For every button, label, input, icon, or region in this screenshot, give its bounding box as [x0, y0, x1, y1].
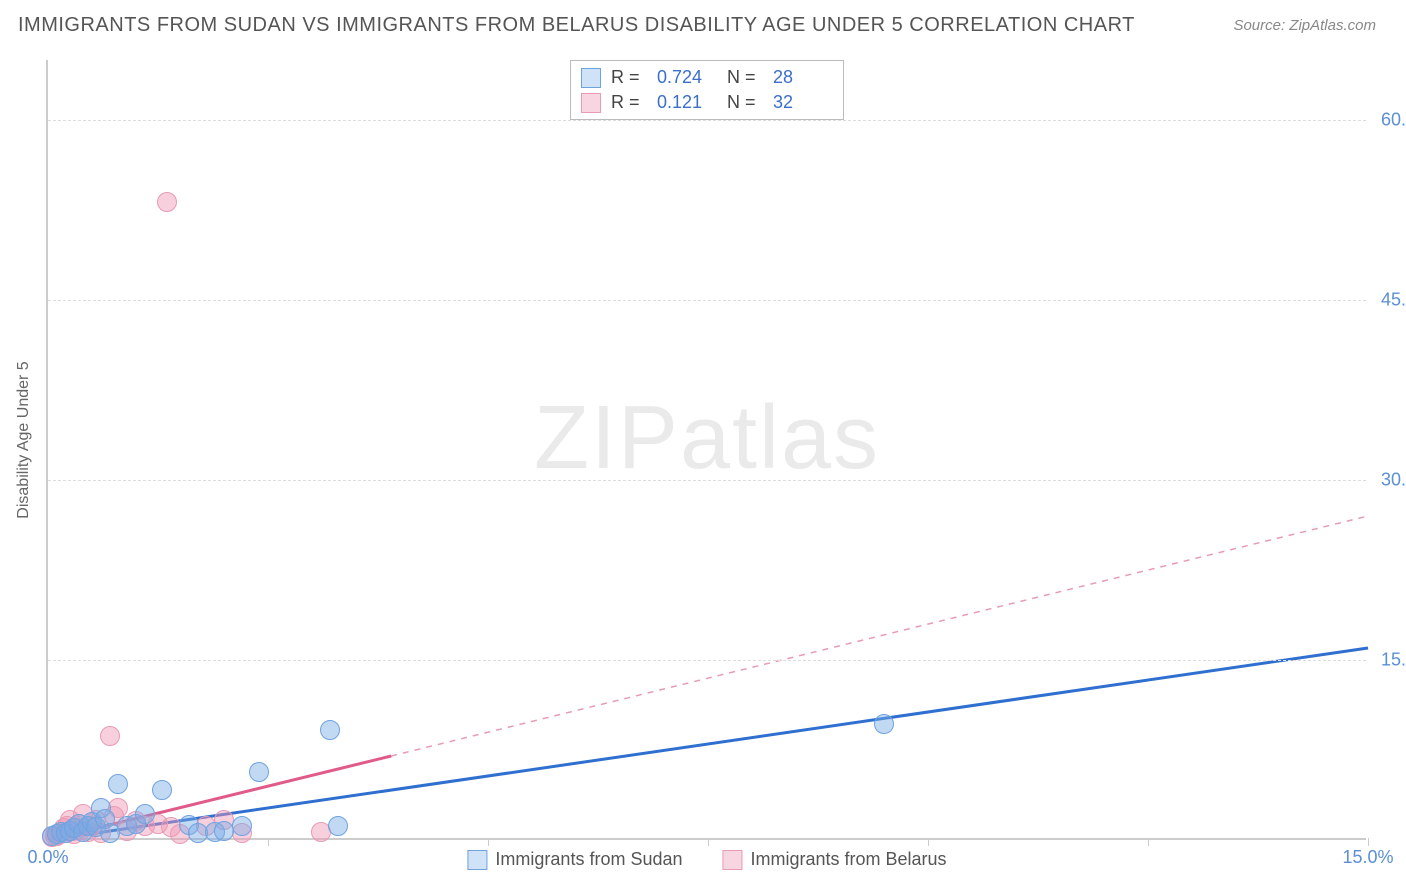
data-point-sudan	[152, 780, 172, 800]
legend-item-sudan: Immigrants from Sudan	[467, 849, 682, 870]
xtick	[708, 838, 709, 846]
xtick-label: 15.0%	[1342, 847, 1393, 868]
swatch-sudan	[581, 68, 601, 88]
xtick	[928, 838, 929, 846]
ytick-label: 30.0%	[1372, 470, 1406, 491]
xtick	[1148, 838, 1149, 846]
gridline	[48, 660, 1366, 661]
stats-legend: R = 0.724 N = 28 R = 0.121 N = 32	[570, 60, 844, 120]
data-point-sudan	[108, 774, 128, 794]
swatch-sudan	[467, 850, 487, 870]
n-label: N =	[727, 67, 763, 88]
plot-area: ZIPatlas R =0.724N =28R =0.121N =32 15.0…	[46, 60, 1366, 840]
data-point-sudan	[874, 714, 894, 734]
gridline	[48, 480, 1366, 481]
swatch-belarus	[723, 850, 743, 870]
trend-lines	[48, 60, 1366, 838]
swatch-belarus	[581, 93, 601, 113]
ytick-label: 60.0%	[1372, 110, 1406, 131]
gridline	[48, 120, 1366, 121]
xtick	[268, 838, 269, 846]
n-value-sudan: 28	[773, 67, 833, 88]
data-point-belarus	[157, 192, 177, 212]
legend-label: Immigrants from Sudan	[495, 849, 682, 870]
chart-title: IMMIGRANTS FROM SUDAN VS IMMIGRANTS FROM…	[18, 14, 1135, 37]
data-point-sudan	[328, 816, 348, 836]
y-axis-label: Disability Age Under 5	[15, 361, 33, 518]
stats-row-belarus: R = 0.121 N = 32	[581, 90, 833, 115]
data-point-sudan	[249, 762, 269, 782]
legend-label: Immigrants from Belarus	[751, 849, 947, 870]
bottom-legend: Immigrants from Sudan Immigrants from Bel…	[467, 849, 946, 870]
n-label: N =	[727, 92, 763, 113]
legend-item-belarus: Immigrants from Belarus	[723, 849, 947, 870]
data-point-belarus	[100, 726, 120, 746]
stats-row-sudan: R = 0.724 N = 28	[581, 65, 833, 90]
r-value-belarus: 0.121	[657, 92, 717, 113]
xtick-label: 0.0%	[27, 847, 68, 868]
xtick	[1368, 838, 1369, 846]
data-point-sudan	[135, 804, 155, 824]
xtick	[488, 838, 489, 846]
source-label: Source: ZipAtlas.com	[1233, 17, 1376, 34]
r-label: R =	[611, 67, 647, 88]
data-point-sudan	[232, 816, 252, 836]
gridline	[48, 300, 1366, 301]
n-value-belarus: 32	[773, 92, 833, 113]
ytick-label: 45.0%	[1372, 290, 1406, 311]
r-label: R =	[611, 92, 647, 113]
data-point-sudan	[320, 720, 340, 740]
ytick-label: 15.0%	[1372, 650, 1406, 671]
r-value-sudan: 0.724	[657, 67, 717, 88]
